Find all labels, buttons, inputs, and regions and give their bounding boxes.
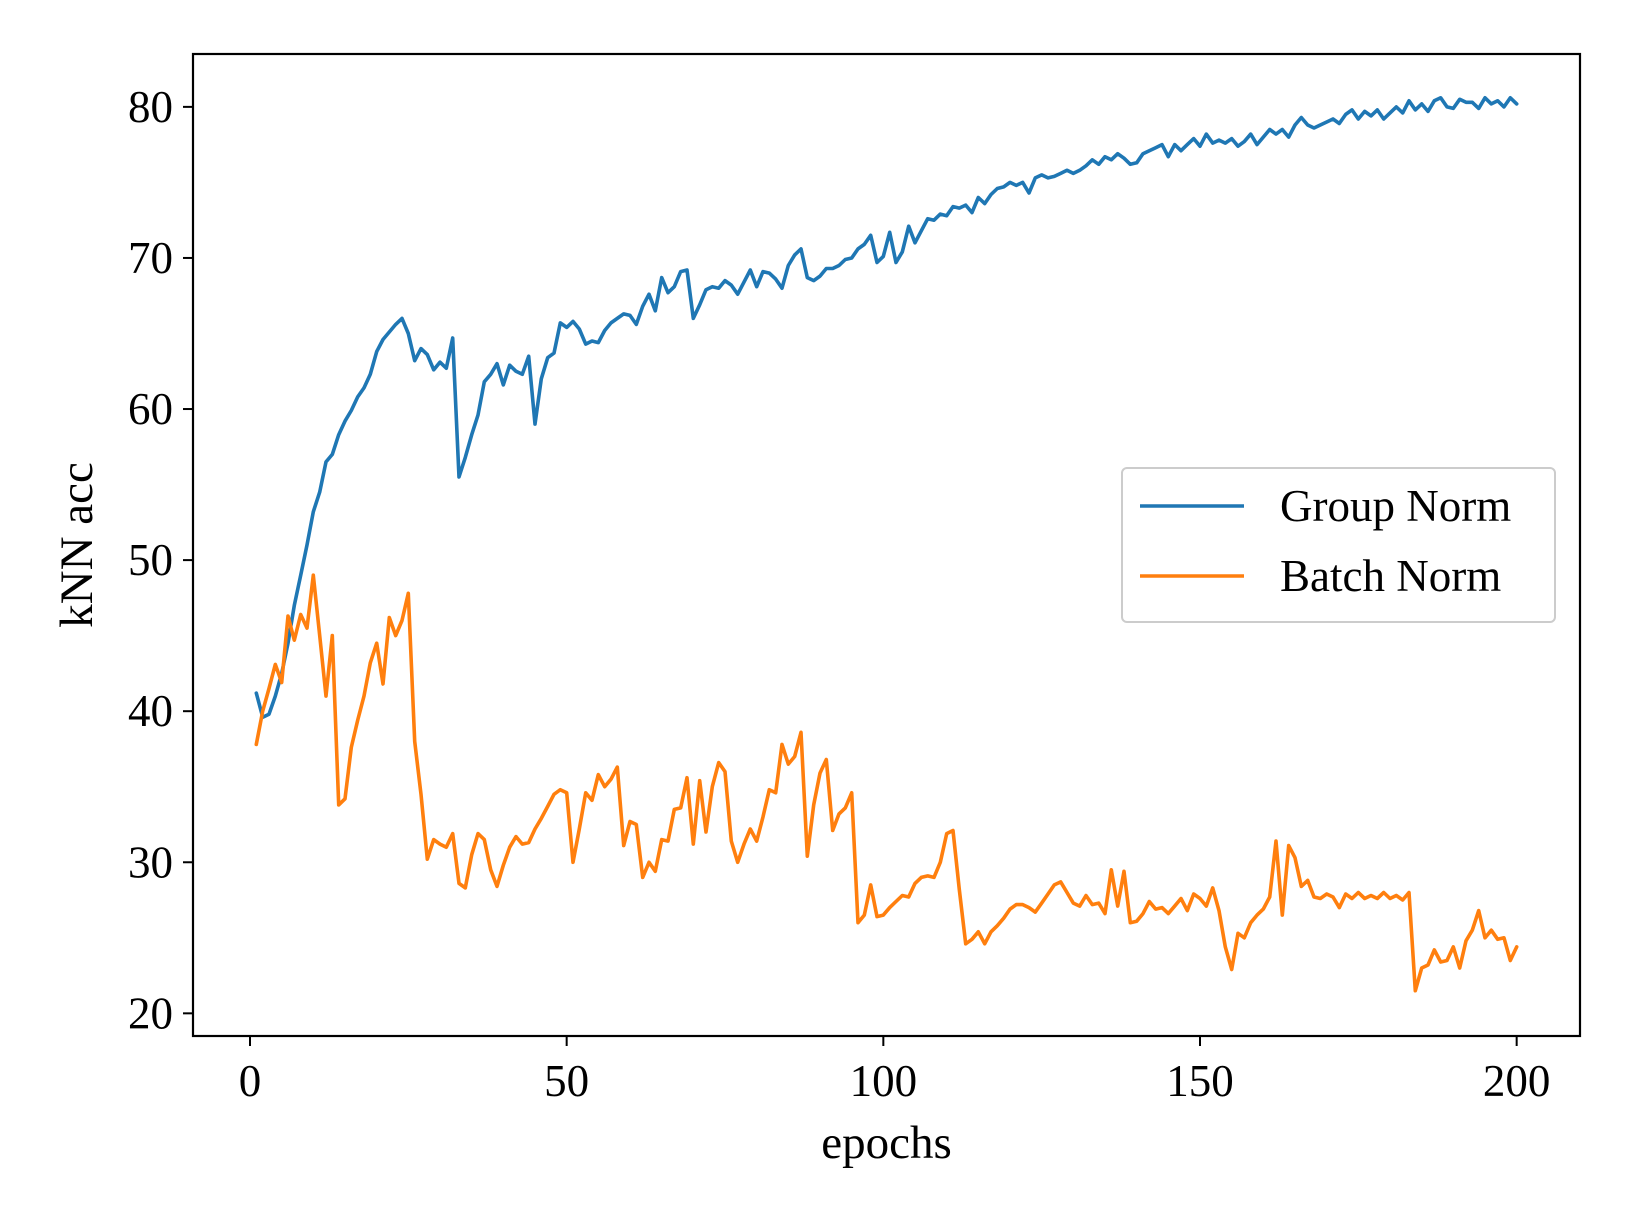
legend: Group Norm Batch Norm xyxy=(1121,467,1556,623)
axes-frame xyxy=(191,52,1582,1038)
y-tick-label: 60 xyxy=(128,384,173,434)
x-tick-label: 100 xyxy=(850,1056,918,1106)
x-tick-label: 50 xyxy=(544,1056,589,1106)
y-tick-label: 50 xyxy=(128,535,173,585)
x-tick-label: 150 xyxy=(1166,1056,1234,1106)
x-tick-label: 0 xyxy=(239,1056,262,1106)
y-tick-label: 70 xyxy=(128,233,173,283)
y-tick-label: 80 xyxy=(128,82,173,132)
legend-label: Batch Norm xyxy=(1280,551,1501,601)
y-tick-label: 40 xyxy=(128,686,173,736)
y-tick-label: 30 xyxy=(128,837,173,887)
x-axis: 0 50 100 150 200 xyxy=(239,1036,1551,1106)
x-tick-label: 200 xyxy=(1483,1056,1551,1106)
x-axis-label: epochs xyxy=(821,1117,952,1169)
series-lines xyxy=(254,96,1519,993)
y-axis-label: kNN acc xyxy=(51,462,103,628)
legend-label: Group Norm xyxy=(1280,481,1511,531)
plot-area xyxy=(191,52,1582,1038)
y-axis: 20 30 40 50 60 70 80 xyxy=(128,82,193,1038)
series-line-batch-norm xyxy=(254,573,1519,993)
y-tick-label: 20 xyxy=(128,988,173,1038)
series-line-group-norm xyxy=(254,96,1519,719)
